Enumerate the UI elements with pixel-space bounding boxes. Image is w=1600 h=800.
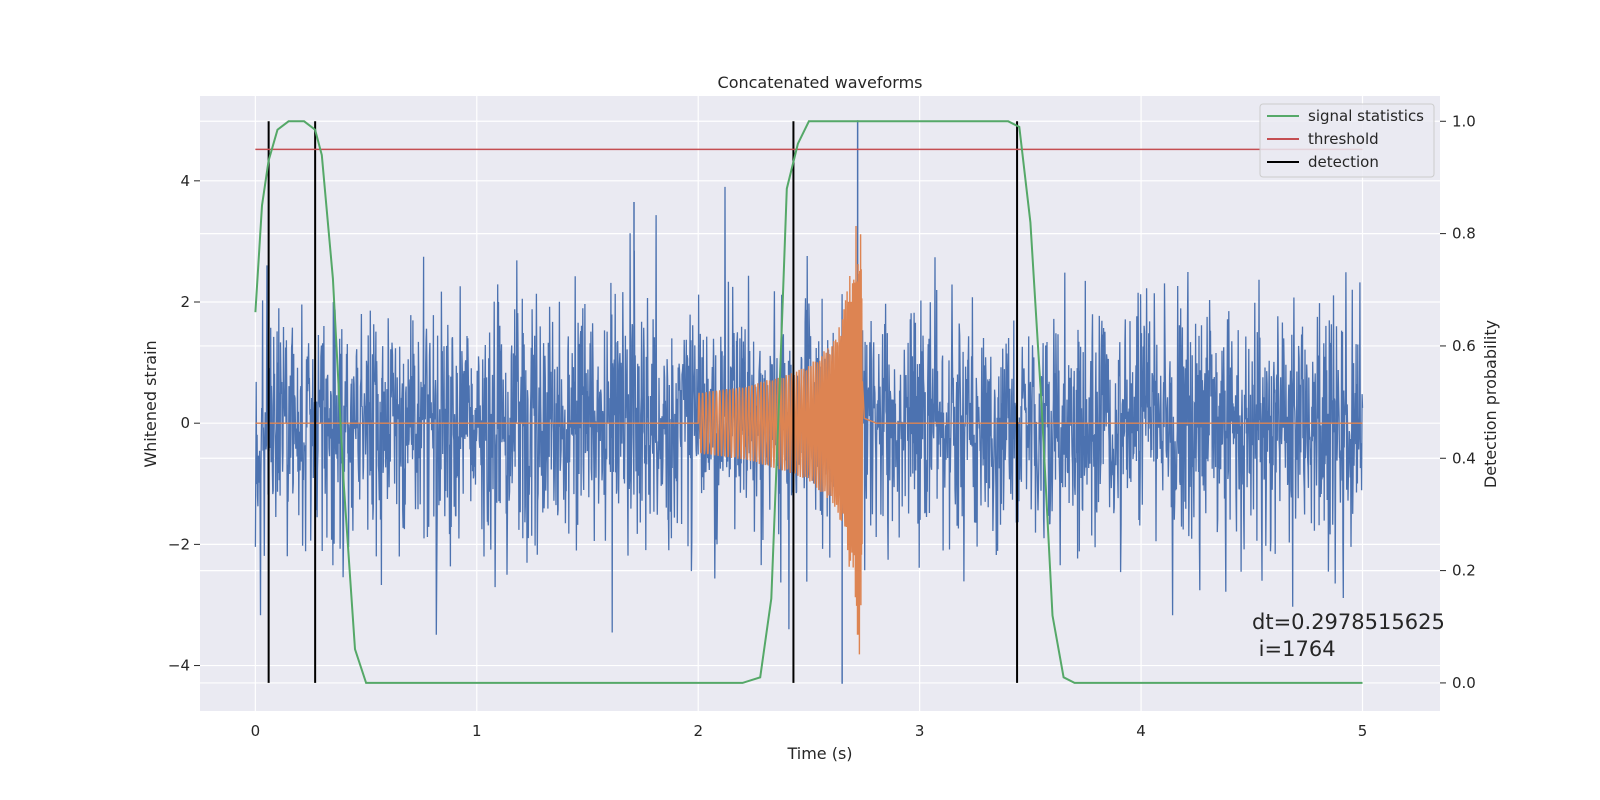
y-tick-label-left: 4 (180, 172, 190, 190)
legend-box (1259, 103, 1435, 178)
x-tick-label: 4 (1136, 722, 1146, 740)
legend-label-signal-statistics: signal statistics (1308, 107, 1424, 125)
legend: signal statistics threshold detection (1259, 103, 1435, 178)
annotation: dt=0.2978515625 i=1764 (1252, 610, 1445, 661)
legend-label-detection: detection (1308, 153, 1379, 171)
y-tick-label-left: 0 (180, 414, 190, 432)
chart-title: Concatenated waveforms (718, 73, 923, 92)
y-tick-label-right: 0.4 (1452, 449, 1476, 467)
y-tick-label-right: 0.2 (1452, 562, 1476, 580)
y-tick-label-right: 0.8 (1452, 225, 1476, 243)
series-chirp-waveform (255, 225, 1363, 655)
y-tick-label-left: 2 (180, 293, 190, 311)
annotation-line-1: dt=0.2978515625 (1252, 610, 1445, 634)
y-tick-label-right: 0.6 (1452, 337, 1476, 355)
axes: 0 1 2 3 4 5 −4 −2 0 2 4 0.0 0.2 0.4 0.6 0.8 1.0 (168, 112, 1476, 740)
y-tick-label-right: 0.0 (1452, 674, 1476, 692)
x-tick-label: 3 (915, 722, 925, 740)
x-tick-label: 2 (693, 722, 703, 740)
y-tick-label-right: 1.0 (1452, 112, 1476, 130)
x-axis-label: Time (s) (786, 744, 852, 763)
x-tick-label: 5 (1358, 722, 1368, 740)
legend-label-threshold: threshold (1308, 130, 1379, 148)
series-whitened-strain (254, 186, 1364, 635)
plot-area (254, 120, 1364, 684)
y-axis-label-right: Detection probability (1481, 320, 1500, 488)
x-tick-label: 1 (472, 722, 482, 740)
annotation-line-2: i=1764 (1252, 637, 1336, 661)
x-tick-label: 0 (251, 722, 261, 740)
y-tick-label-left: −4 (168, 657, 190, 675)
series-signal-statistics (254, 120, 1363, 684)
y-axis-label-left: Whitened strain (141, 340, 160, 467)
y-tick-label-left: −2 (168, 535, 190, 553)
